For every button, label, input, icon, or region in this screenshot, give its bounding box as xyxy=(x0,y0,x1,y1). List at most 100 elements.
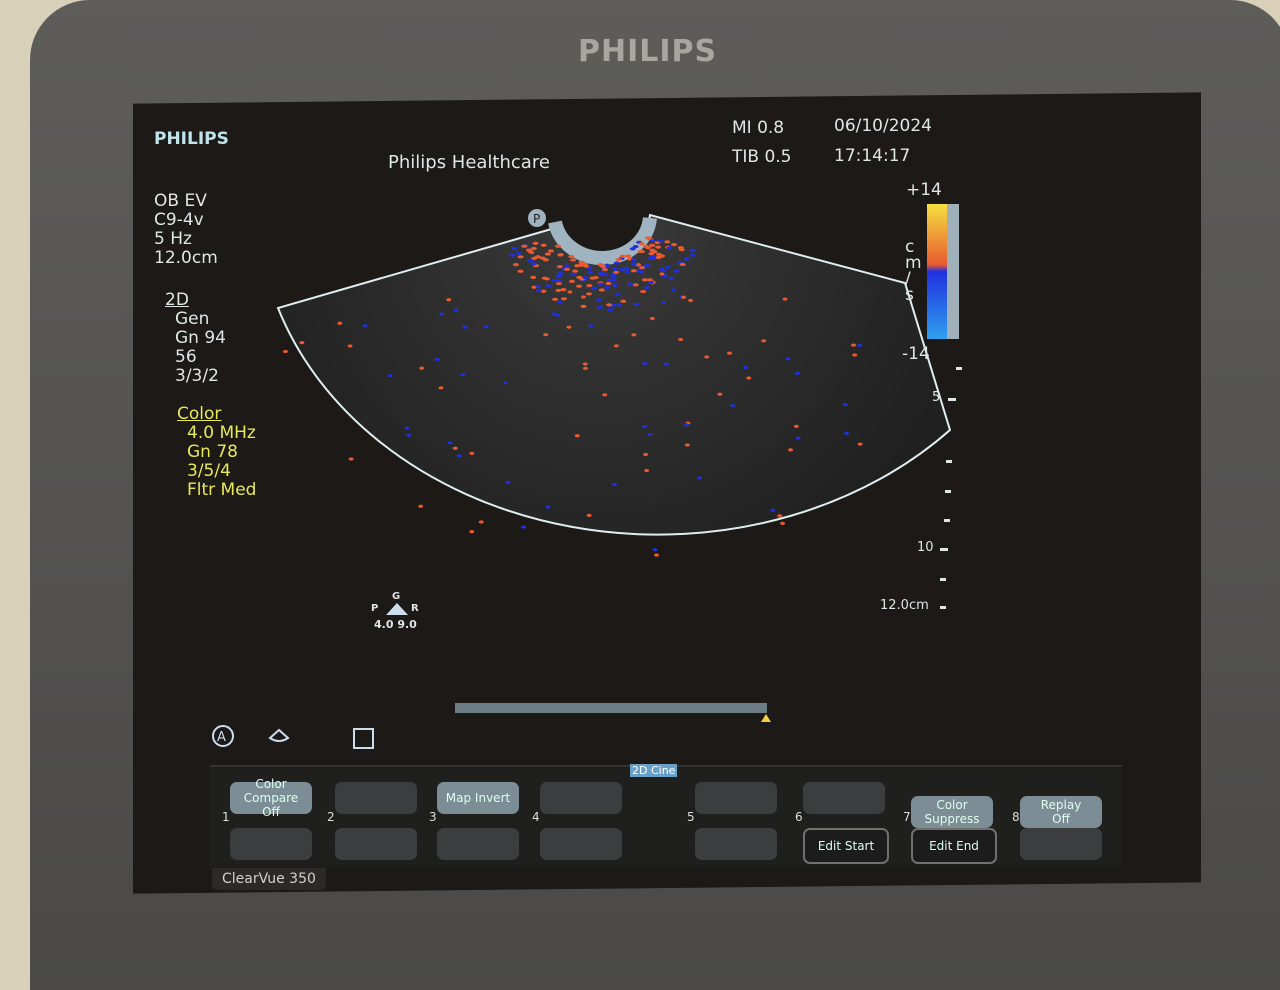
doppler-dot xyxy=(613,270,620,275)
freeze-box-icon xyxy=(353,728,374,749)
doppler-dot xyxy=(780,521,786,525)
doppler-dot xyxy=(644,286,651,290)
doppler-dot xyxy=(612,283,619,288)
doppler-dot xyxy=(567,290,573,294)
softkey-4-bottom[interactable] xyxy=(540,828,622,860)
doppler-dot xyxy=(604,285,611,290)
doppler-dot xyxy=(542,258,549,262)
mode-color-panel: Color 4.0 MHz Gn 78 3/5/4 Fltr Med xyxy=(177,404,257,500)
mode-2d-panel: 2D Gen Gn 94 56 3/3/2 xyxy=(165,290,226,386)
softkey-8-bottom[interactable] xyxy=(1020,828,1102,860)
mode-2d-title: 2D xyxy=(165,290,189,310)
doppler-dot xyxy=(529,250,535,255)
focus-p: P xyxy=(371,603,379,614)
doppler-dot xyxy=(614,292,621,296)
softkey-number: 2 xyxy=(327,810,335,824)
softkey-8-top[interactable]: Replay Off xyxy=(1020,796,1102,828)
doppler-dot xyxy=(679,262,686,267)
doppler-dot xyxy=(664,240,671,244)
doppler-dot xyxy=(592,276,599,280)
doppler-dot xyxy=(582,366,588,370)
doppler-dot xyxy=(387,374,393,378)
doppler-dot xyxy=(788,448,794,452)
doppler-dot xyxy=(619,254,626,258)
doppler-dot xyxy=(641,278,648,282)
doppler-dot xyxy=(638,266,645,270)
doppler-dot xyxy=(456,454,462,458)
doppler-dot xyxy=(649,239,656,243)
doppler-dot xyxy=(602,272,609,276)
softkey-2-bottom[interactable] xyxy=(335,828,417,860)
depth-label-10: 10 xyxy=(917,540,934,555)
doppler-dot xyxy=(556,300,563,304)
ultrasound-image: P A xyxy=(212,204,962,749)
transducer-footprint xyxy=(548,216,657,265)
softkey-5-bottom[interactable] xyxy=(695,828,777,860)
softkey-number: 5 xyxy=(687,810,695,824)
cine-label: 2D Cine xyxy=(630,764,678,777)
doppler-dot xyxy=(632,245,639,249)
softkey-sublabel: Off xyxy=(1052,812,1070,826)
softkey-number: 6 xyxy=(795,810,803,824)
doppler-dot xyxy=(842,403,848,407)
doppler-dot xyxy=(793,424,799,428)
probe-orientation-marker xyxy=(528,209,546,227)
doppler-dot xyxy=(642,361,648,366)
doppler-dot xyxy=(851,343,857,347)
doppler-dot xyxy=(540,243,547,247)
doppler-dot xyxy=(727,351,733,355)
softkey-7-top[interactable]: Color Suppress xyxy=(911,796,993,828)
doppler-dot xyxy=(517,255,524,259)
doppler-dot xyxy=(570,272,577,277)
softkey-4-top[interactable] xyxy=(540,782,622,814)
softkey-6-top[interactable] xyxy=(803,782,885,814)
doppler-dot xyxy=(545,284,552,288)
doppler-dot xyxy=(582,276,589,280)
doppler-dot xyxy=(631,333,637,337)
monitor-brand: PHILIPS xyxy=(578,34,718,69)
doppler-dot xyxy=(505,480,511,485)
doppler-dot xyxy=(857,442,863,446)
doppler-dot xyxy=(638,242,645,246)
color-scale-min: -14 xyxy=(902,344,930,364)
doppler-dot xyxy=(530,246,537,251)
softkey-7-bottom[interactable]: Edit End xyxy=(911,828,997,864)
exam-date: 06/10/2024 xyxy=(834,116,932,136)
doppler-dot xyxy=(555,313,561,317)
doppler-dot xyxy=(649,243,656,247)
doppler-dot xyxy=(483,325,489,329)
doppler-dot xyxy=(503,381,509,385)
color-scale-unit: c m / s xyxy=(905,237,922,305)
doppler-dot xyxy=(574,264,581,268)
doppler-dot xyxy=(659,267,665,271)
softkey-2-top[interactable] xyxy=(335,782,417,814)
doppler-dot xyxy=(613,261,620,265)
doppler-dot xyxy=(597,282,604,286)
softkey-5-top[interactable] xyxy=(695,782,777,814)
doppler-dot xyxy=(782,297,788,301)
doppler-dot xyxy=(560,297,567,301)
softkey-1-top[interactable]: Color Compare Off xyxy=(230,777,312,819)
doppler-dot xyxy=(462,325,468,329)
doppler-dot xyxy=(598,288,605,292)
doppler-dot xyxy=(696,476,702,480)
softkey-3-bottom[interactable] xyxy=(437,828,519,860)
doppler-dot xyxy=(626,282,633,286)
doppler-dot xyxy=(478,520,484,524)
doppler-dot xyxy=(777,514,783,518)
doppler-dot xyxy=(512,263,519,267)
softkey-6-bottom[interactable]: Edit Start xyxy=(803,828,889,864)
doppler-dot xyxy=(637,250,644,254)
svg-text:A: A xyxy=(217,730,226,745)
depth-label-total: 12.0cm xyxy=(880,598,929,613)
doppler-dot xyxy=(659,254,666,258)
softkey-3-top[interactable]: Map Invert xyxy=(437,782,519,814)
softkey-1-bottom[interactable] xyxy=(230,828,312,860)
doppler-dot xyxy=(469,451,475,456)
doppler-dot xyxy=(612,482,618,487)
focus-g: G xyxy=(392,591,401,602)
exam-info: OB EV C9-4v 5 Hz 12.0cm xyxy=(154,192,218,268)
doppler-dot xyxy=(844,431,850,436)
doppler-dot xyxy=(556,279,563,283)
doppler-dot xyxy=(406,433,412,437)
